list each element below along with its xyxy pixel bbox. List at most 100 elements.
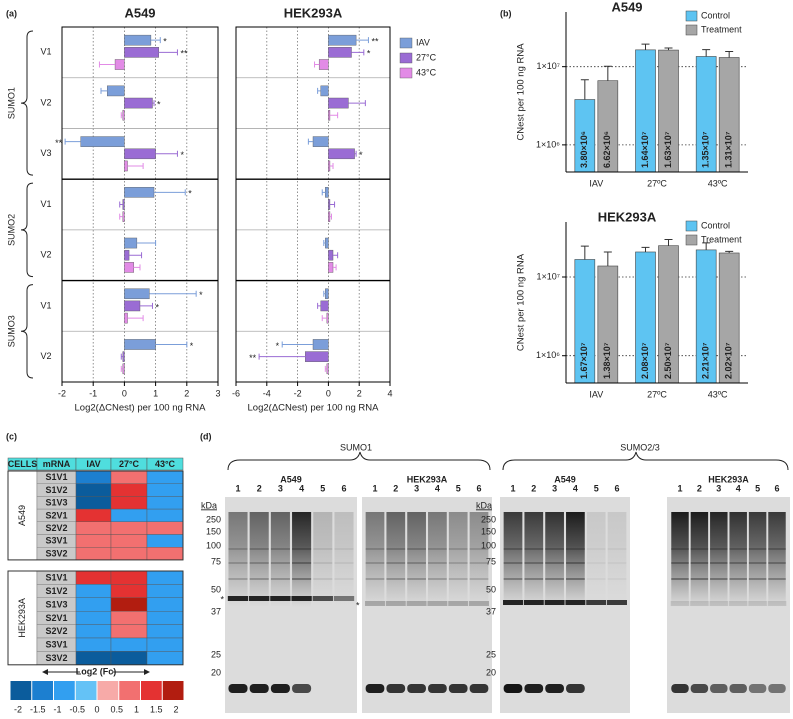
blot-band bbox=[768, 562, 786, 564]
x-tick-label: -2 bbox=[294, 388, 302, 398]
bar bbox=[328, 109, 331, 121]
error-bar bbox=[333, 252, 339, 259]
blot-smear bbox=[545, 512, 564, 607]
blot-band bbox=[729, 562, 747, 564]
blot-smear bbox=[469, 512, 489, 607]
band-asterisk: * bbox=[356, 600, 360, 610]
group-frame bbox=[7, 570, 184, 666]
heat-cell bbox=[146, 570, 184, 585]
blot-smear bbox=[671, 512, 689, 607]
value-label: 1.63×10⁷ bbox=[663, 131, 673, 168]
blot-smear bbox=[524, 512, 544, 607]
blot-band bbox=[386, 578, 406, 580]
value-label: 1.67×10⁷ bbox=[579, 342, 589, 379]
error-bar bbox=[317, 302, 321, 309]
blot-band bbox=[469, 684, 489, 693]
x-axis-label: Log2(ΔCNest) per 100 ng RNA bbox=[75, 403, 207, 414]
blot-smear bbox=[586, 512, 606, 607]
bar bbox=[328, 47, 352, 58]
bar bbox=[124, 148, 156, 160]
heat-cell bbox=[146, 584, 184, 599]
blot-band bbox=[292, 684, 312, 693]
marker-label: 37 bbox=[211, 606, 221, 616]
error-bar bbox=[725, 250, 734, 253]
bar bbox=[328, 160, 331, 172]
lane-number: 1 bbox=[510, 483, 515, 493]
blot-band bbox=[768, 548, 786, 550]
blot-band bbox=[566, 562, 585, 564]
heat-cell bbox=[110, 521, 148, 535]
error-bar bbox=[140, 302, 153, 309]
heat-cell bbox=[146, 637, 184, 652]
error-bar bbox=[120, 365, 123, 372]
error-bar bbox=[354, 150, 357, 157]
row-label: S3V1 bbox=[45, 536, 67, 546]
blot-band bbox=[427, 601, 448, 606]
marker-label: 50 bbox=[486, 584, 496, 594]
marker-label: 25 bbox=[486, 649, 496, 659]
error-bar bbox=[64, 138, 81, 145]
blot-band bbox=[448, 684, 468, 693]
marker-label: 250 bbox=[206, 514, 221, 524]
category-label: V1 bbox=[40, 47, 51, 57]
value-label: 3.80×10⁶ bbox=[579, 131, 589, 168]
blot-band bbox=[249, 562, 269, 564]
heat-cell bbox=[110, 570, 148, 585]
blot-band bbox=[469, 578, 489, 580]
category-label: V2 bbox=[40, 351, 51, 361]
marker-label: 20 bbox=[486, 667, 496, 677]
legend-label: Control bbox=[701, 10, 730, 20]
marker-label: 100 bbox=[481, 540, 496, 550]
bar bbox=[320, 300, 329, 312]
blot-band bbox=[386, 548, 406, 550]
blot-band bbox=[448, 601, 469, 606]
blot-band bbox=[690, 601, 709, 606]
error-bar bbox=[323, 240, 326, 247]
category-label: V2 bbox=[40, 97, 51, 107]
lane-number: 6 bbox=[476, 483, 481, 493]
blot-band bbox=[249, 578, 269, 580]
header-label: CELLS bbox=[8, 459, 38, 469]
colorbar-tick-label: -2 bbox=[14, 704, 22, 714]
blot-band bbox=[545, 578, 564, 580]
legend-label: Treatment bbox=[701, 24, 742, 34]
x-tick-label: 0 bbox=[326, 388, 331, 398]
significance: ** bbox=[180, 49, 188, 59]
blot-band bbox=[292, 562, 312, 564]
marker-unit: kDa bbox=[476, 500, 492, 510]
lane-number: 3 bbox=[552, 483, 557, 493]
blot-smear bbox=[690, 512, 709, 607]
lane-number: 4 bbox=[736, 483, 741, 493]
blot-band bbox=[228, 684, 248, 693]
error-bar bbox=[641, 246, 650, 252]
error-bar bbox=[150, 37, 161, 44]
legend-label: 43°C bbox=[416, 67, 437, 77]
legend-label: IAV bbox=[416, 37, 430, 47]
bar bbox=[122, 211, 125, 222]
lane-number: 4 bbox=[299, 483, 304, 493]
heat-cell bbox=[75, 508, 112, 523]
bar bbox=[325, 187, 329, 198]
heat-cell bbox=[146, 651, 184, 666]
blot-band bbox=[729, 684, 747, 693]
header-cell bbox=[146, 457, 184, 471]
lane-number: 5 bbox=[456, 483, 461, 493]
blot-band bbox=[748, 601, 767, 606]
error-bar bbox=[580, 79, 589, 100]
significance: ** bbox=[249, 353, 257, 363]
blot-band bbox=[524, 548, 544, 550]
colorbar-block bbox=[119, 681, 140, 700]
blot-band bbox=[365, 578, 385, 580]
blot-band bbox=[748, 578, 767, 580]
colorbar-block bbox=[75, 681, 97, 700]
bar bbox=[107, 85, 125, 97]
header-label: 27°C bbox=[119, 459, 140, 469]
blot-band bbox=[503, 684, 523, 693]
heat-cell bbox=[110, 534, 148, 548]
heat-cell bbox=[146, 496, 184, 510]
value-label: 1.38×10⁷ bbox=[602, 342, 612, 379]
blot-smear bbox=[503, 512, 523, 607]
blot-band bbox=[690, 562, 709, 564]
blot-band bbox=[586, 562, 606, 564]
x-tick-label: 43ºC bbox=[708, 178, 728, 188]
